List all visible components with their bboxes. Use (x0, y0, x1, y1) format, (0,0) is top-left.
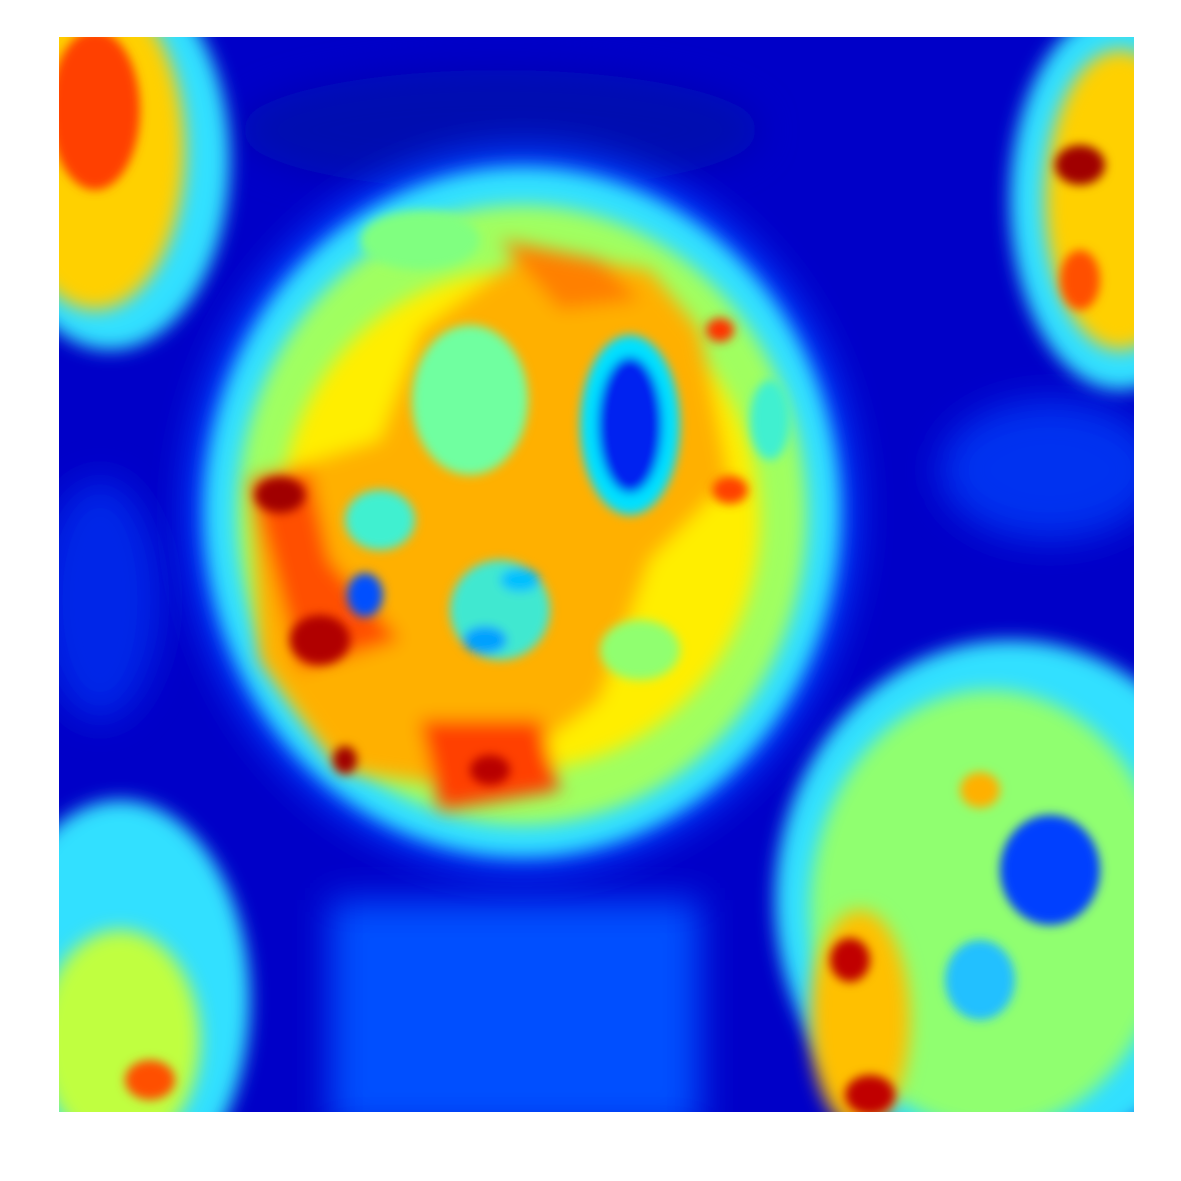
corner-cell-top-right (1010, 37, 1134, 390)
central-cell (187, 148, 857, 872)
haze (59, 70, 1134, 1112)
corner-cell-bottom-right (775, 640, 1134, 1112)
corner-cell-top-left (59, 37, 230, 350)
corner-cell-bottom-left (59, 800, 250, 1112)
